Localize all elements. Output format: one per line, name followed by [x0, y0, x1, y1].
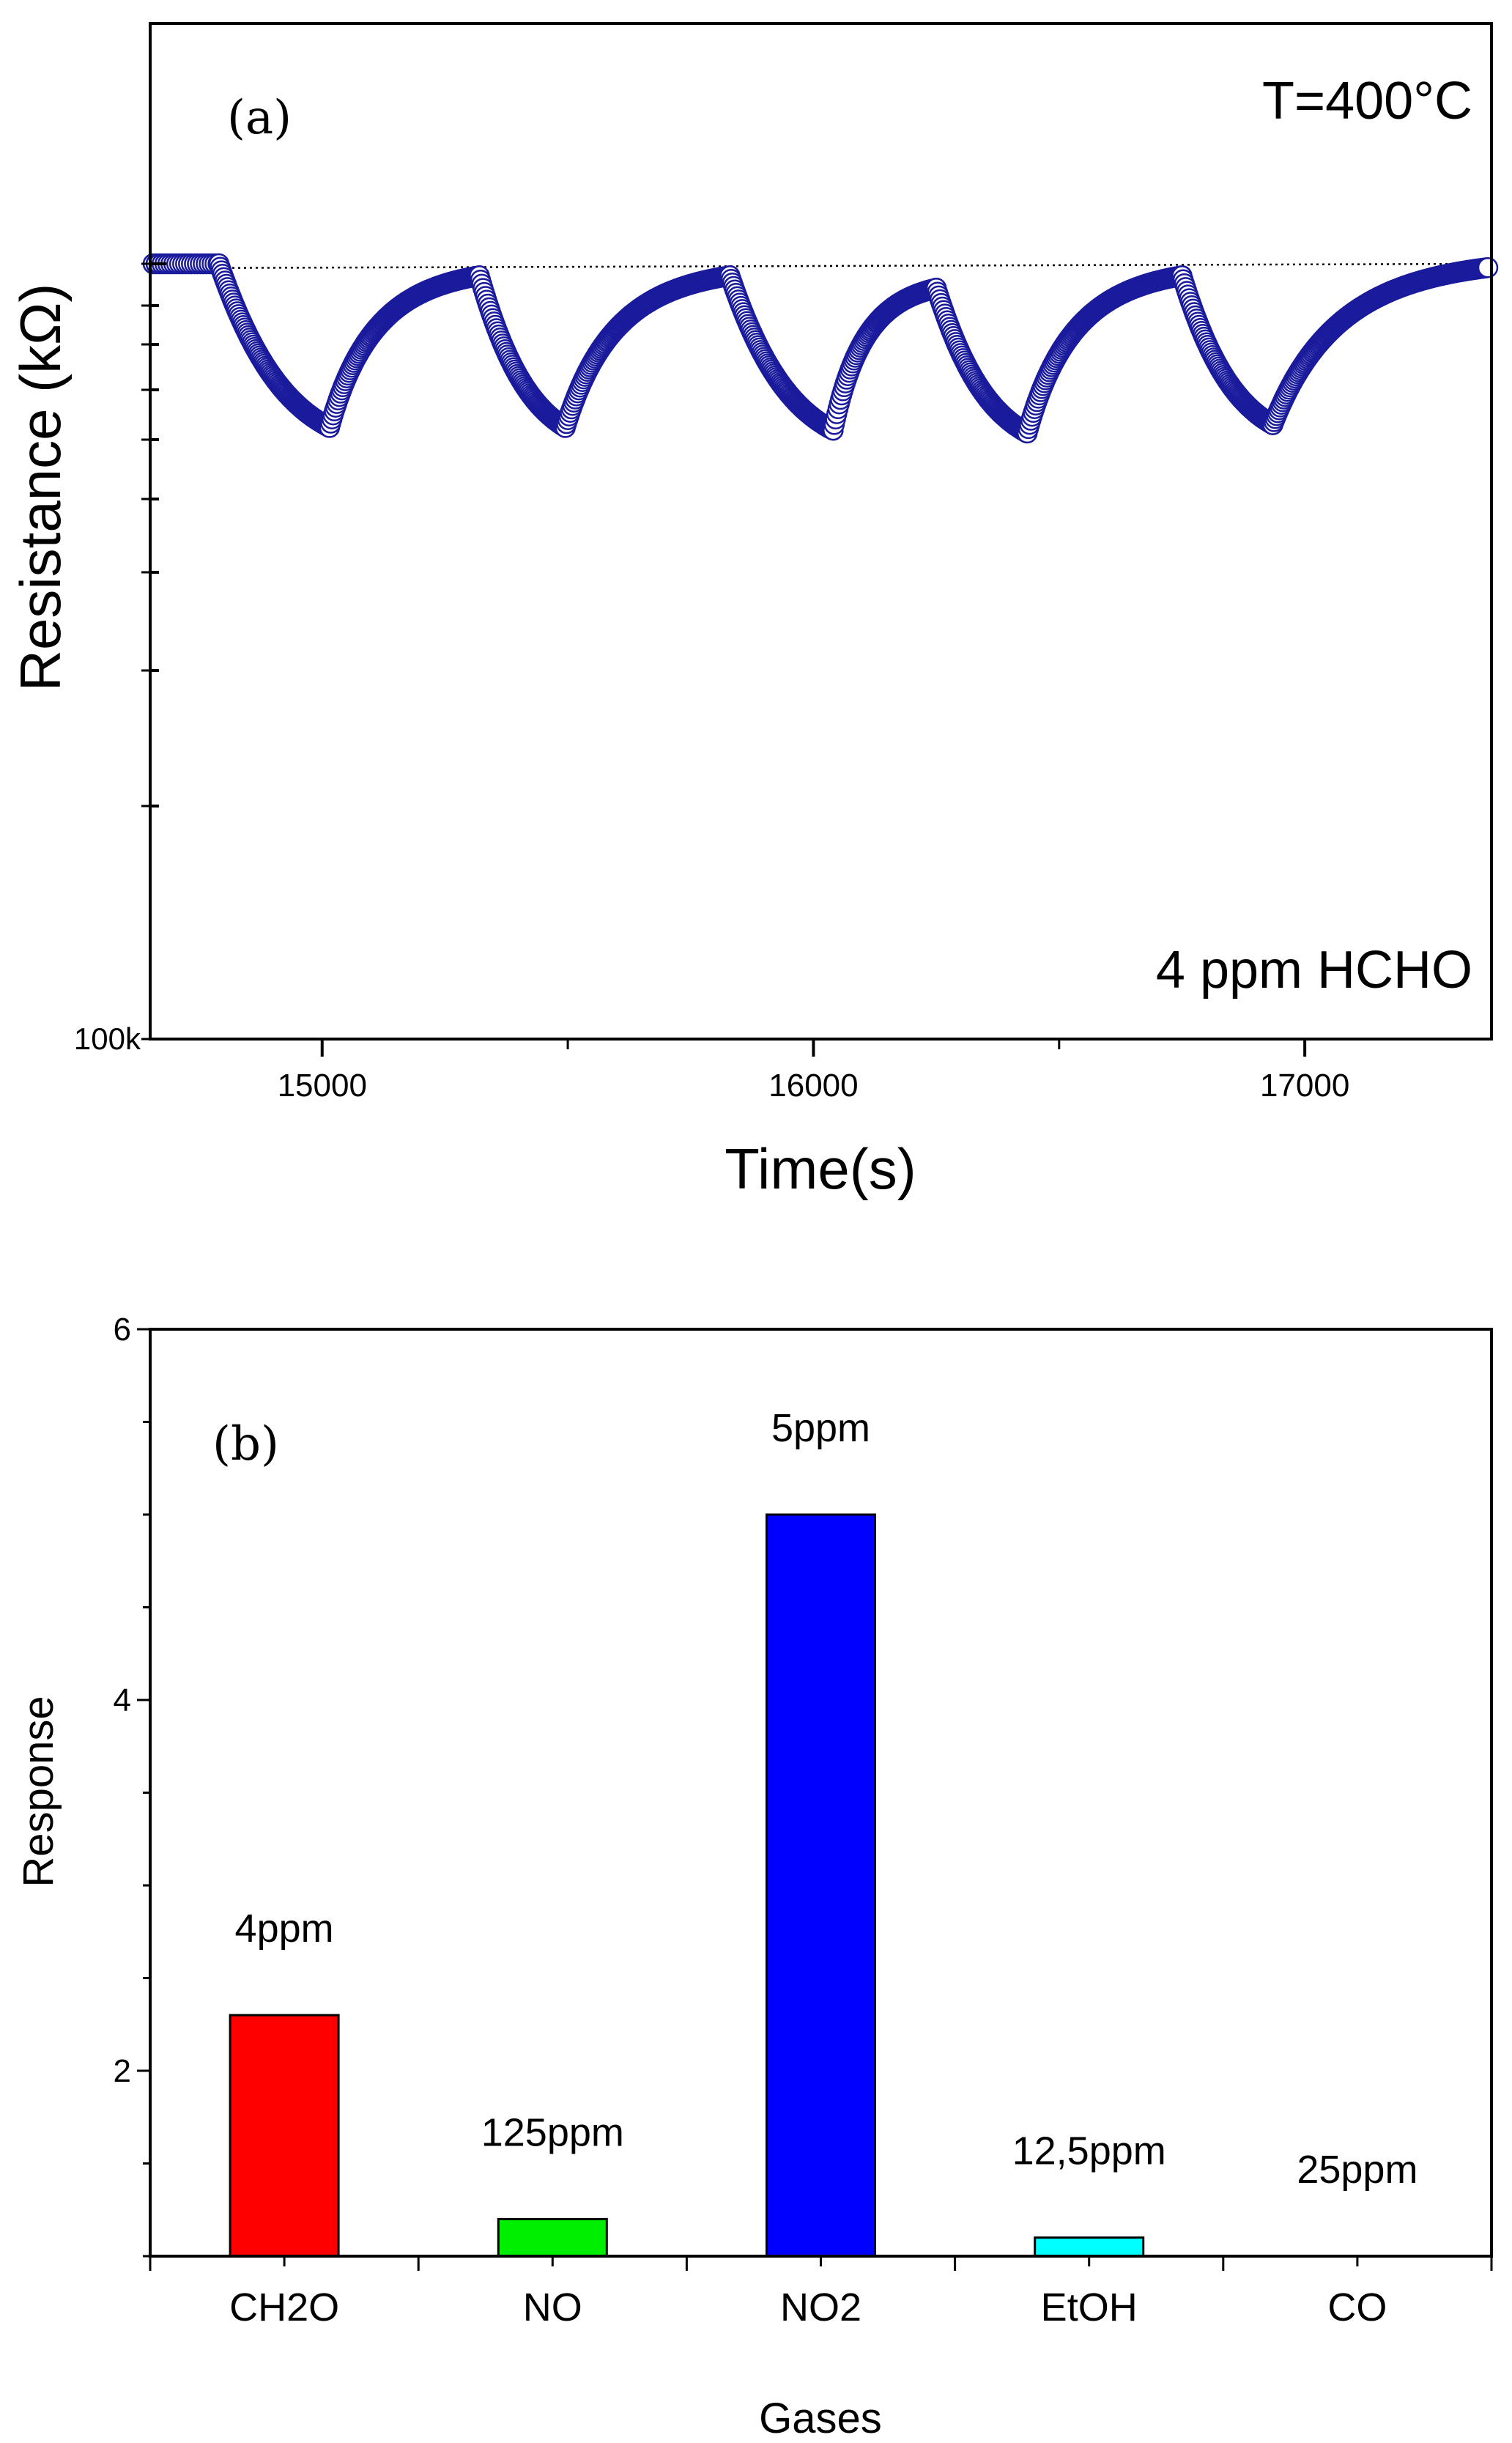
- temperature-annotation: T=400°C: [1262, 72, 1472, 130]
- x-tick-label: 17000: [1260, 1068, 1349, 1104]
- baseline-line: [149, 262, 1492, 270]
- concentration-label: 4ppm: [235, 1907, 334, 1951]
- y-tick-label: 4: [114, 1682, 131, 1718]
- panel-a-x-ticks: 15000 16000 17000: [278, 1039, 1349, 1104]
- panel-b-y-axis-label: Response: [15, 1696, 62, 1887]
- gas-annotation: 4 ppm HCHO: [1156, 941, 1472, 999]
- x-tick-label: 16000: [768, 1068, 858, 1104]
- concentration-label: 12,5ppm: [1012, 2129, 1166, 2173]
- x-tick-label: EtOH: [1041, 2285, 1138, 2329]
- baseline-dotted-line: [149, 262, 1492, 270]
- panel-a-y-ticks: [141, 262, 166, 1041]
- bar-no2: [766, 1513, 876, 2258]
- bar-ch2o: [229, 2014, 340, 2258]
- panel-b-label: (b): [212, 1417, 279, 1471]
- response-bars: 4ppm 125ppm 5ppm 12,5ppm 25ppm: [229, 1406, 1418, 2258]
- resistance-series: [142, 253, 1499, 444]
- panel-a-plot-frame: [149, 22, 1493, 1041]
- y-tick-label: 2: [114, 2053, 131, 2089]
- concentration-label: 125ppm: [481, 2110, 624, 2154]
- concentration-label: 25ppm: [1297, 2148, 1418, 2192]
- panel-b-x-axis-label: Gases: [759, 2395, 882, 2442]
- panel-b-chart: 4ppm 125ppm 5ppm 12,5ppm 25ppm 2 4 6 CH2O NO NO2…: [15, 1312, 1493, 2442]
- panel-b-y-ticks: 2 4 6: [114, 1312, 150, 2258]
- panel-b-x-ticks: CH2O NO NO2 EtOH CO: [149, 2256, 1493, 2329]
- bar-etoh: [1034, 2236, 1145, 2258]
- x-tick-label: NO2: [780, 2285, 861, 2329]
- panel-a-y-axis-label: Resistance (kΩ): [8, 284, 73, 692]
- bar-no: [497, 2217, 608, 2258]
- panel-a-x-axis-label: Time(s): [724, 1137, 916, 1201]
- concentration-label: 5ppm: [771, 1406, 870, 1450]
- x-tick-label: NO: [523, 2285, 582, 2329]
- x-tick-label: 15000: [278, 1068, 367, 1104]
- data-point: [1477, 256, 1499, 278]
- panel-a-y-tick-label: 100k: [74, 1021, 141, 1056]
- y-tick-label: 6: [114, 1312, 131, 1348]
- panel-a-chart: 15000 16000 17000 (a) T=400°C 4 ppm HCHO 1…: [8, 22, 1499, 1201]
- x-tick-label: CH2O: [229, 2285, 339, 2329]
- panel-a-label: (a): [227, 91, 292, 145]
- x-tick-label: CO: [1327, 2285, 1387, 2329]
